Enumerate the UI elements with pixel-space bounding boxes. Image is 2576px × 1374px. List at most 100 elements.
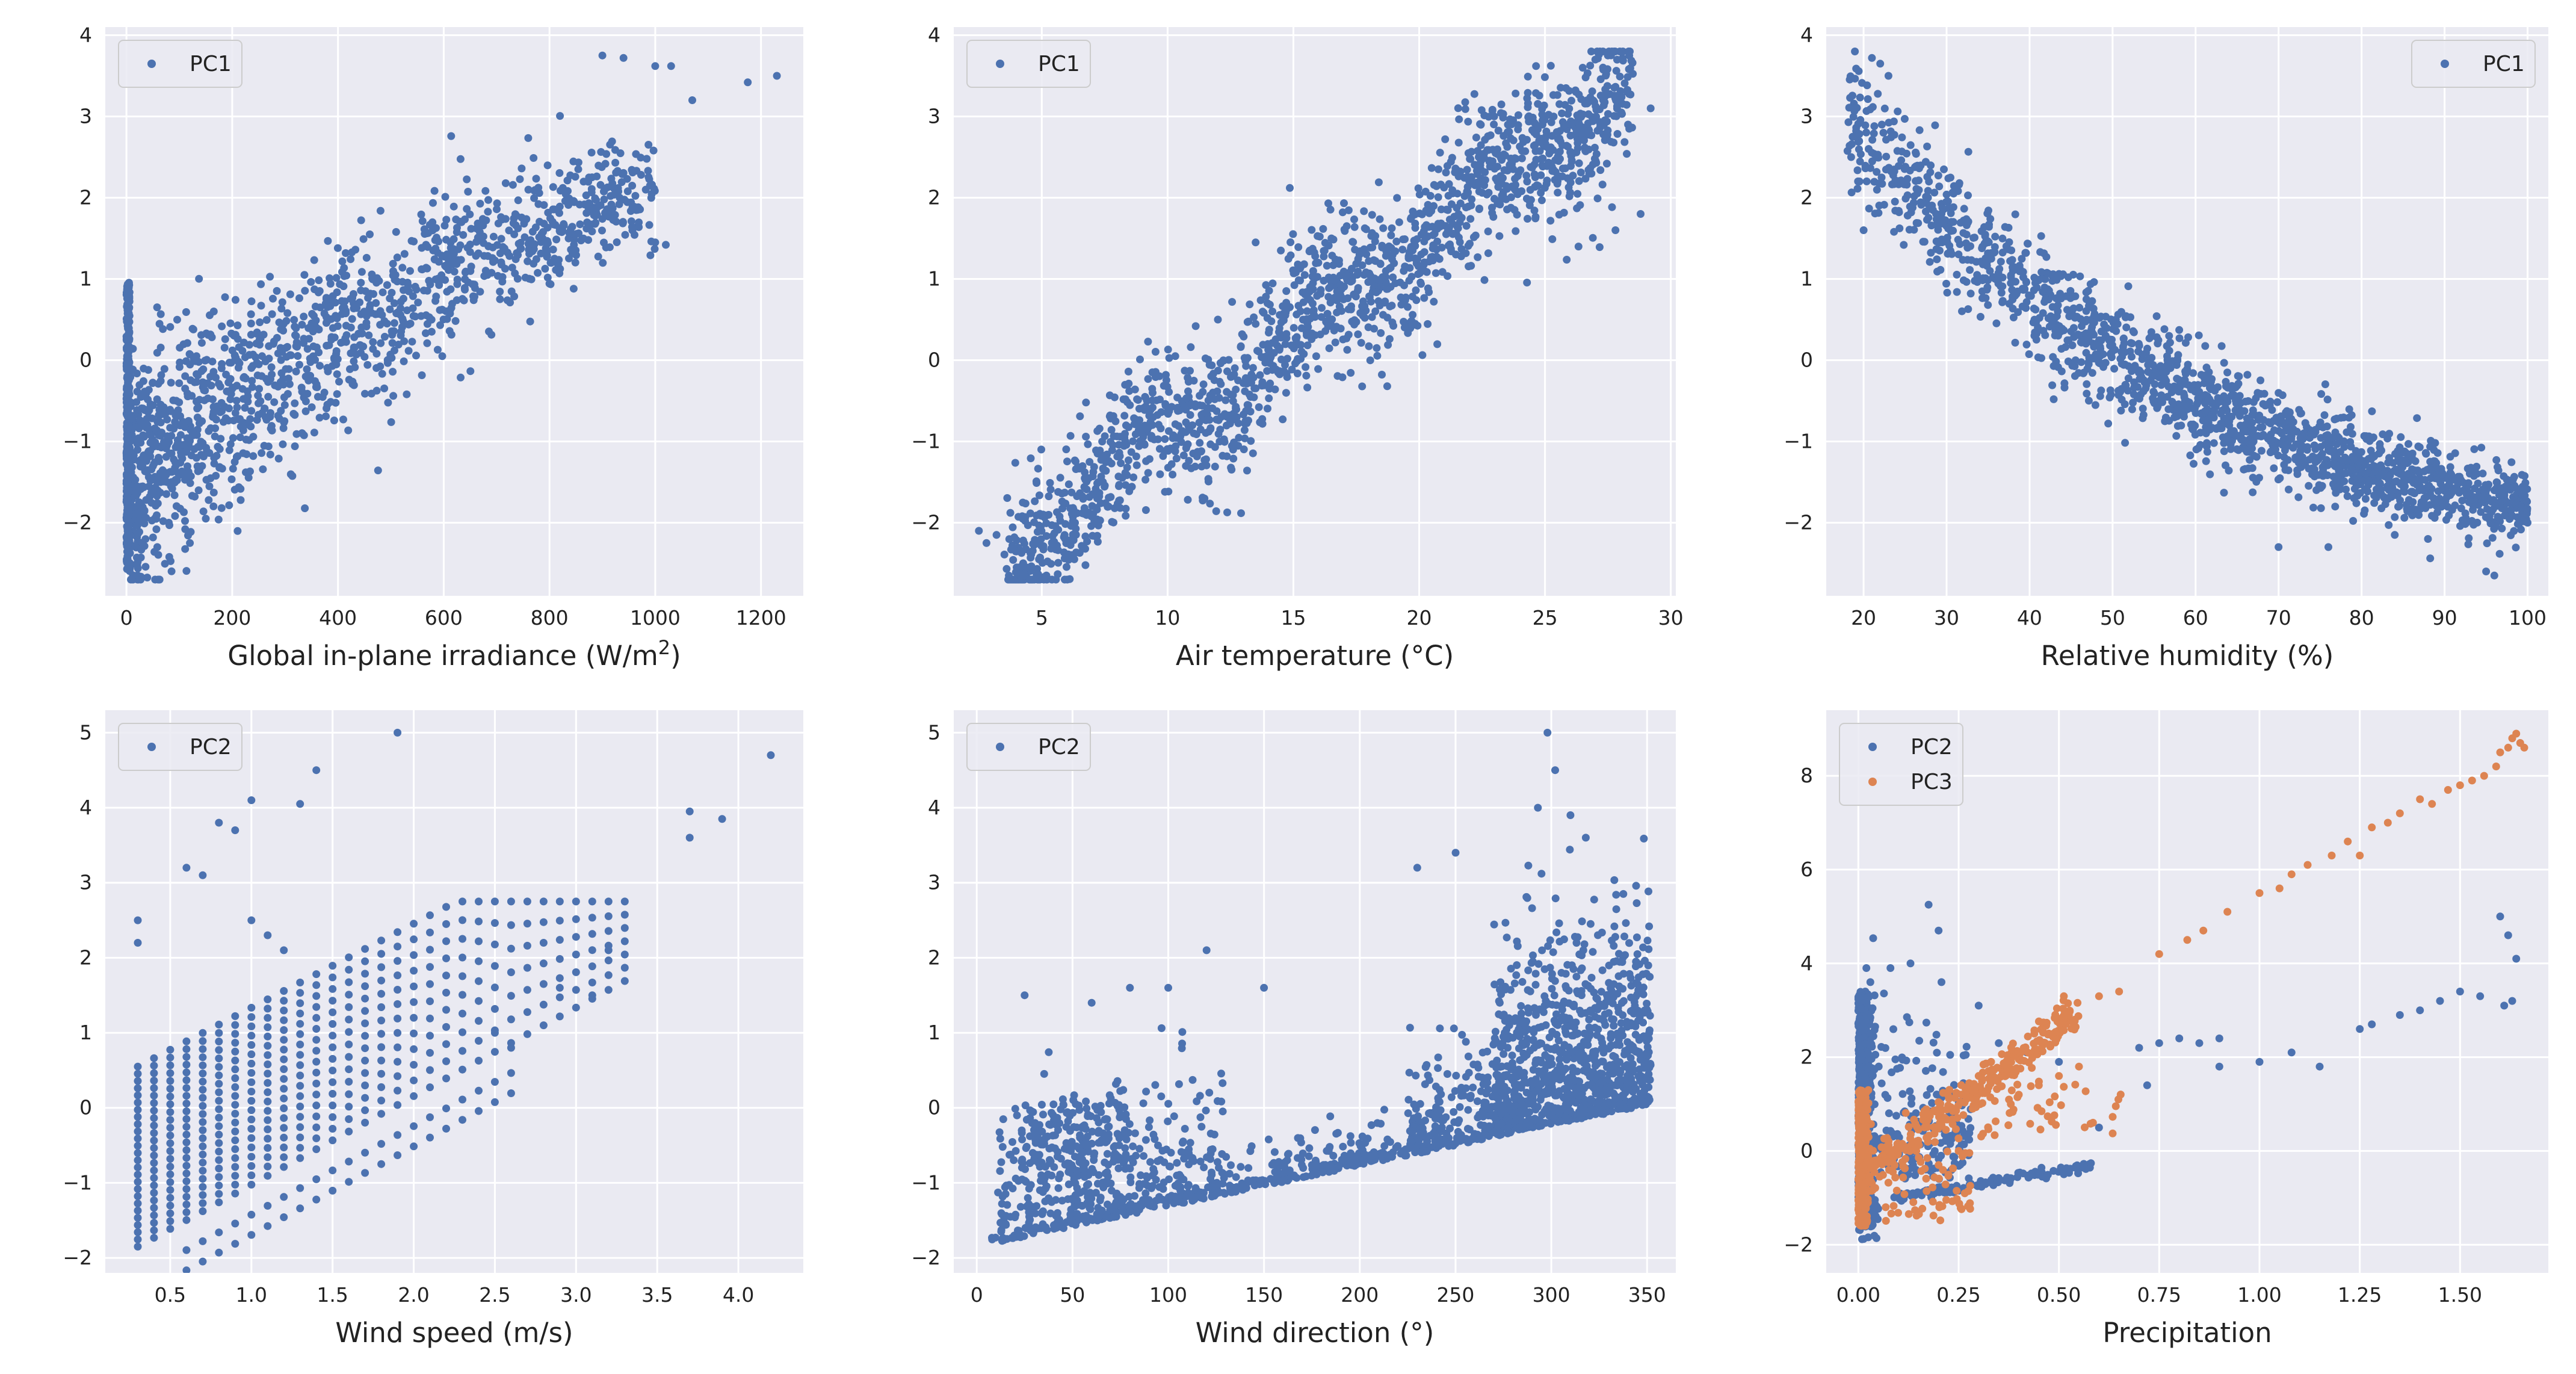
data-point: [612, 217, 620, 226]
data-point: [1125, 379, 1133, 388]
data-point: [2220, 359, 2228, 367]
data-point: [1418, 351, 1427, 359]
data-point: [1983, 283, 1992, 291]
data-point: [2494, 513, 2503, 521]
data-point: [1210, 376, 1219, 385]
data-point: [2365, 437, 2374, 445]
data-point: [1349, 238, 1357, 246]
data-point: [220, 344, 229, 352]
data-point: [2315, 422, 2323, 431]
data-point: [233, 452, 242, 460]
data-point: [1067, 488, 1076, 497]
data-point: [335, 377, 343, 386]
points-group: [122, 51, 781, 584]
data-point: [1358, 261, 1367, 270]
data-point: [1964, 305, 1972, 314]
data-point: [1185, 426, 1194, 434]
data-point: [400, 337, 409, 345]
data-point: [1565, 192, 1574, 200]
data-point: [2005, 300, 2013, 308]
data-point: [641, 185, 650, 194]
data-point: [2492, 456, 2501, 464]
data-point: [1165, 354, 1173, 362]
data-point: [233, 321, 242, 330]
data-point: [380, 333, 389, 341]
data-point: [561, 190, 570, 199]
data-point: [2039, 288, 2047, 296]
data-point: [330, 416, 338, 425]
data-point: [481, 187, 490, 195]
data-point: [501, 215, 510, 223]
data-point: [1256, 371, 1264, 379]
data-point: [1562, 84, 1570, 92]
data-point: [217, 435, 225, 443]
y-tick-label: 2: [1800, 186, 1813, 209]
data-point: [1132, 461, 1141, 469]
data-point: [1390, 259, 1398, 267]
data-point: [1356, 309, 1365, 317]
data-point: [628, 223, 636, 231]
data-point: [1454, 104, 1462, 113]
data-point: [2503, 483, 2512, 492]
data-point: [1929, 206, 1937, 214]
data-point: [1583, 99, 1591, 108]
data-point: [1306, 283, 1314, 291]
data-point: [1409, 311, 1417, 319]
data-point: [1954, 250, 1963, 259]
x-tick-label: 40: [2017, 606, 2042, 630]
data-point: [1371, 307, 1380, 315]
data-point: [1480, 149, 1488, 158]
data-point: [1613, 130, 1622, 138]
data-point: [197, 367, 206, 376]
data-point: [2303, 423, 2311, 432]
data-point: [2173, 355, 2182, 364]
data-point: [2069, 305, 2077, 314]
data-point: [1202, 416, 1210, 424]
data-point: [1344, 330, 1353, 339]
data-point: [1144, 338, 1152, 346]
data-point: [1135, 404, 1143, 413]
data-point: [1413, 235, 1421, 243]
data-point: [165, 552, 173, 561]
data-point: [1162, 376, 1170, 385]
data-point: [2077, 315, 2085, 323]
data-point: [398, 264, 407, 272]
data-point: [1882, 152, 1891, 161]
data-point: [1182, 406, 1190, 414]
data-point: [267, 422, 276, 430]
data-point: [393, 253, 401, 262]
data-point: [160, 365, 168, 373]
data-point: [221, 414, 230, 422]
data-point: [1376, 260, 1385, 268]
data-point: [209, 502, 218, 510]
data-point: [1129, 437, 1137, 445]
data-point: [583, 218, 591, 226]
data-point: [315, 276, 323, 285]
data-point: [141, 563, 150, 571]
data-point: [597, 148, 605, 156]
data-point: [2243, 414, 2251, 422]
data-point: [1548, 167, 1557, 175]
data-point: [2465, 534, 2473, 542]
data-point: [1414, 184, 1422, 193]
data-point: [1411, 224, 1419, 232]
data-point: [133, 370, 141, 377]
data-point: [546, 259, 555, 267]
data-point: [227, 385, 236, 394]
data-point: [434, 258, 443, 266]
data-point: [1054, 559, 1063, 567]
data-point: [543, 161, 552, 170]
data-point: [205, 496, 213, 504]
data-point: [2358, 468, 2367, 477]
data-point: [291, 442, 299, 450]
data-point: [520, 233, 529, 241]
data-point: [1232, 385, 1240, 394]
data-point: [268, 310, 276, 318]
data-point: [344, 426, 353, 435]
data-point: [1155, 421, 1163, 429]
data-point: [982, 539, 990, 547]
data-point: [354, 330, 363, 338]
data-point: [1524, 103, 1532, 111]
data-point: [565, 196, 573, 205]
data-point: [1462, 221, 1471, 230]
